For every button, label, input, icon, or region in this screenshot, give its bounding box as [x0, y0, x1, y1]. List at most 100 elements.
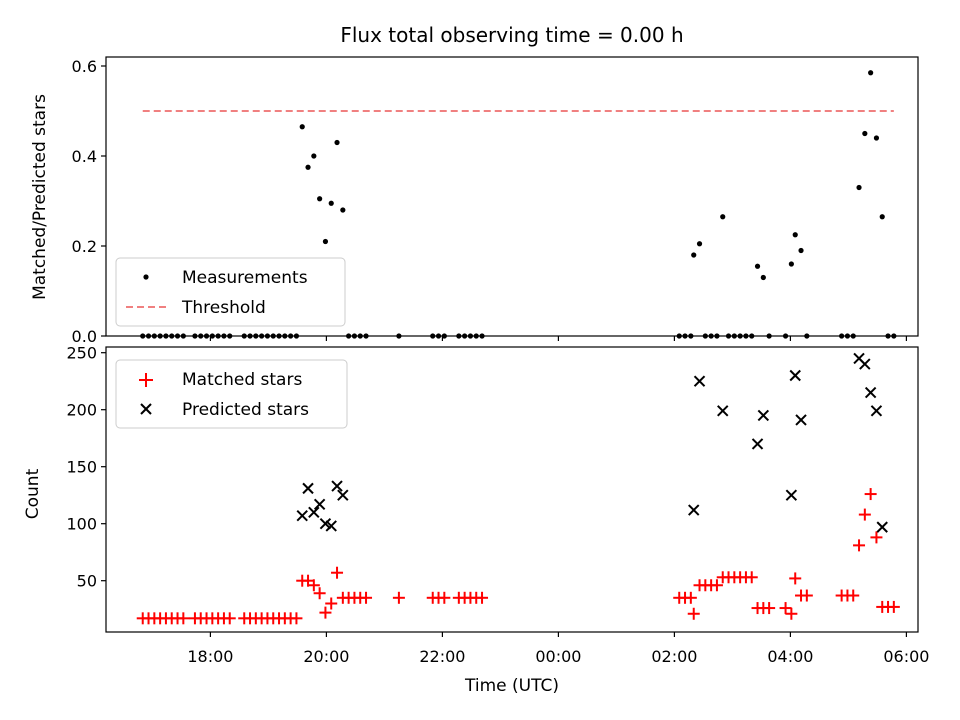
legend-matched-label: Matched stars [182, 370, 302, 390]
legend-measurements-label: Measurements [182, 268, 308, 288]
bottom-y-ticks: 50 100 150 200 250 [66, 344, 106, 591]
chart-title: Flux total observing time = 0.00 h [340, 23, 683, 47]
matched-stars-point [887, 600, 900, 613]
measurement-point [299, 124, 305, 130]
matched-stars-point [684, 591, 697, 604]
legend-measurements-marker [143, 274, 149, 280]
bottom-legend-box [115, 359, 348, 429]
matched-stars-point [177, 612, 190, 625]
top-legend-box [115, 257, 346, 327]
matched-stars-point [360, 591, 373, 604]
predicted-stars-point [859, 358, 871, 370]
measurement-point [868, 70, 874, 76]
matched-stars-point [319, 606, 332, 619]
measurement-point [311, 153, 317, 159]
matched-stars-point [438, 591, 451, 604]
predicted-stars-point [337, 489, 349, 501]
measurement-point [691, 252, 697, 258]
matched-stars-point [763, 602, 776, 615]
legend-predicted-label: Predicted stars [182, 400, 309, 420]
predicted-stars-point [693, 375, 706, 387]
matched-stars-point [687, 607, 700, 620]
matched-stars-point [313, 587, 326, 600]
predicted-stars-point [751, 438, 764, 450]
predicted-stars-point [331, 480, 343, 492]
matched-stars-point [325, 597, 338, 610]
measurement-point [328, 200, 334, 206]
matched-stars-point [223, 612, 236, 625]
top-y-axis-label: Matched/Predicted stars [30, 94, 50, 300]
xtick-label: 22:00 [419, 647, 465, 666]
measurement-point [334, 139, 340, 146]
bottom-ytick-label: 50 [77, 572, 97, 591]
top-ytick-label: 0.2 [72, 237, 97, 256]
measurement-point [873, 135, 880, 141]
matched-stars-point [858, 508, 871, 521]
measurement-point [340, 207, 346, 213]
xtick-label: 18:00 [187, 647, 233, 666]
legend-predicted-marker [140, 403, 152, 415]
predicted-stars-point [688, 504, 700, 516]
top-axes-frame [105, 56, 919, 337]
measurement-point [317, 196, 323, 202]
matched-stars-point [870, 531, 883, 544]
top-ytick-label: 0.6 [72, 57, 97, 76]
predicted-stars-point [302, 482, 314, 495]
predicted-stars-point [313, 498, 326, 511]
top-x-ticks [209, 336, 908, 341]
x-axis-label: Time (UTC) [464, 676, 559, 696]
matched-stars-point [710, 579, 723, 592]
measurement-point [856, 184, 862, 191]
bottom-ytick-label: 100 [66, 515, 97, 534]
bottom-y-axis-label: Count [23, 468, 43, 519]
predicted-stars-point [325, 520, 337, 532]
xtick-label: 02:00 [651, 647, 697, 666]
predicted-stars-point [308, 506, 320, 519]
top-ytick-label: 0.0 [72, 327, 97, 346]
matched-stars-point [789, 572, 802, 585]
predicted-stars-point [717, 405, 729, 417]
predicted-stars-point [870, 405, 883, 417]
measurement-point [720, 214, 726, 220]
bottom-plot-marks [136, 352, 900, 625]
matched-stars-point [392, 591, 405, 604]
predicted-stars-point [876, 521, 888, 533]
predicted-stars-point [864, 386, 877, 399]
matched-stars-point [800, 589, 813, 602]
xtick-label: 00:00 [535, 647, 581, 666]
bottom-ytick-label: 200 [66, 401, 97, 420]
bottom-subplot: 50 100 150 200 250 18:00 20:00 22:00 00:00 02:00… [23, 344, 929, 696]
measurement-point [754, 263, 761, 269]
top-subplot: 0.0 0.2 0.4 0.6 Matched/Predicted stars Mea… [30, 56, 919, 346]
legend-threshold-label: Threshold [181, 298, 266, 318]
bottom-legend: Matched stars Predicted stars [115, 359, 348, 429]
matched-stars-point [779, 602, 792, 615]
top-legend: Measurements Threshold [115, 257, 346, 327]
measurement-point [322, 238, 329, 245]
xtick-label: 04:00 [767, 647, 813, 666]
measurement-point [879, 214, 885, 220]
bottom-axes-frame [105, 346, 919, 633]
predicted-stars-point [296, 510, 308, 522]
measurement-point [862, 130, 868, 137]
measurement-point [788, 261, 794, 267]
xtick-label: 20:00 [303, 647, 349, 666]
predicted-stars-point [795, 414, 807, 426]
predicted-stars-point [785, 489, 798, 501]
measurement-point [305, 164, 311, 170]
measurement-point [798, 247, 804, 254]
matched-stars-point [307, 579, 320, 592]
top-y-ticks: 0.0 0.2 0.4 0.6 [72, 57, 106, 346]
legend-matched-marker [139, 373, 153, 387]
bottom-ytick-label: 250 [66, 344, 97, 363]
predicted-stars-point [789, 369, 801, 382]
bottom-x-ticks: 18:00 20:00 22:00 00:00 02:00 04:00 06:00 [187, 632, 929, 666]
measurement-point [696, 241, 703, 247]
top-plot-marks [140, 70, 897, 339]
matched-stars-point [331, 566, 344, 579]
measurement-point [760, 274, 766, 281]
top-ytick-label: 0.4 [72, 147, 97, 166]
bottom-ytick-label: 150 [66, 458, 97, 477]
matched-stars-point [847, 589, 860, 602]
